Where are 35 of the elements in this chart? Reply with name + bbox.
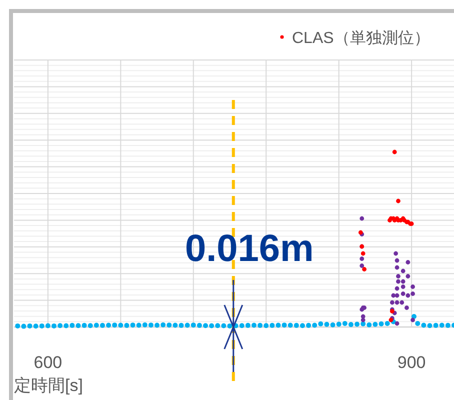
point [394, 265, 400, 270]
x-axis-title: 定時間[s] [14, 376, 83, 395]
annotation: 0.016m [184, 228, 314, 270]
point [360, 251, 366, 256]
point [360, 256, 364, 261]
point [392, 150, 397, 154]
point [396, 198, 400, 204]
point [400, 268, 406, 274]
point [394, 258, 400, 263]
point [396, 274, 400, 278]
point [360, 318, 366, 322]
point [396, 279, 400, 284]
point [394, 251, 398, 256]
point [400, 279, 406, 284]
point [410, 318, 415, 322]
point [400, 292, 406, 296]
point [390, 300, 394, 305]
point [394, 286, 400, 291]
point [360, 264, 364, 268]
point [360, 216, 364, 221]
point [400, 284, 406, 289]
point [404, 306, 409, 310]
point [406, 293, 410, 298]
x-tick-label: 600 [34, 353, 62, 372]
point [406, 274, 410, 278]
point [406, 260, 410, 264]
point [410, 292, 415, 296]
x-tick-label: 900 [397, 353, 426, 372]
point [394, 293, 400, 298]
point [400, 300, 404, 305]
legend-label: CLAS（単独測位） [292, 29, 430, 47]
point [362, 267, 367, 272]
point [394, 321, 400, 326]
point [410, 284, 415, 289]
point [394, 300, 400, 305]
